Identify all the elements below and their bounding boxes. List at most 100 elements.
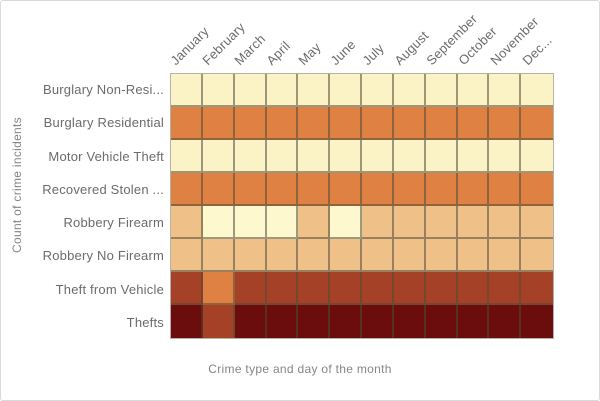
heatmap-cell[interactable]	[234, 173, 267, 206]
x-axis-tick-labels: January February March April May June July Augu…	[1, 1, 599, 73]
heatmap-cell[interactable]	[362, 305, 394, 338]
heatmap-cell[interactable]	[298, 305, 331, 338]
heatmap-cell[interactable]	[298, 272, 331, 305]
heatmap-cell[interactable]	[362, 206, 394, 239]
heatmap-cell[interactable]	[521, 239, 553, 272]
heatmap-cell[interactable]	[425, 206, 458, 239]
heatmap-cell[interactable]	[171, 74, 203, 107]
heatmap-cell[interactable]	[298, 74, 331, 107]
heatmap-cell[interactable]	[425, 140, 458, 173]
heatmap-cell[interactable]	[266, 305, 299, 338]
heatmap-cell[interactable]	[425, 74, 458, 107]
heatmap-cell[interactable]	[425, 305, 458, 338]
heatmap-cell[interactable]	[457, 305, 490, 338]
heatmap-cell[interactable]	[234, 305, 267, 338]
heatmap-cell[interactable]	[202, 206, 235, 239]
heatmap-cell[interactable]	[234, 239, 267, 272]
heatmap-cell[interactable]	[234, 74, 267, 107]
heatmap-cell[interactable]	[362, 173, 394, 206]
heatmap-cell[interactable]	[171, 272, 203, 305]
heatmap-cell[interactable]	[457, 140, 490, 173]
heatmap-cell[interactable]	[234, 140, 267, 173]
heatmap-cell[interactable]	[298, 140, 331, 173]
heatmap-cell[interactable]	[202, 173, 235, 206]
heatmap-cell[interactable]	[202, 239, 235, 272]
heatmap-cell[interactable]	[393, 272, 426, 305]
heatmap-cell[interactable]	[457, 272, 490, 305]
heatmap-cell[interactable]	[171, 305, 203, 338]
heatmap-cell[interactable]	[362, 272, 394, 305]
heatmap-cell[interactable]	[489, 272, 522, 305]
heatmap-cell[interactable]	[202, 107, 235, 140]
heatmap-cell[interactable]	[393, 206, 426, 239]
heatmap-cell[interactable]	[266, 239, 299, 272]
heatmap-cell[interactable]	[521, 173, 553, 206]
heatmap-cell[interactable]	[171, 239, 203, 272]
heatmap-cell[interactable]	[171, 107, 203, 140]
heatmap-cell[interactable]	[489, 140, 522, 173]
heatmap-cell[interactable]	[425, 107, 458, 140]
heatmap-cell[interactable]	[330, 173, 362, 206]
heatmap-cell[interactable]	[298, 107, 331, 140]
heatmap-cell[interactable]	[521, 272, 553, 305]
heatmap-cell[interactable]	[457, 107, 490, 140]
heatmap-cell[interactable]	[171, 140, 203, 173]
heatmap-cell[interactable]	[298, 173, 331, 206]
heatmap-cell[interactable]	[521, 140, 553, 173]
heatmap-cell[interactable]	[171, 173, 203, 206]
heatmap-cell[interactable]	[425, 272, 458, 305]
heatmap-cell[interactable]	[362, 239, 394, 272]
heatmap-cell[interactable]	[202, 272, 235, 305]
heatmap-cell[interactable]	[457, 206, 490, 239]
heatmap-cell[interactable]	[521, 107, 553, 140]
heatmap-cell[interactable]	[298, 206, 331, 239]
heatmap-cell[interactable]	[202, 305, 235, 338]
heatmap-cell[interactable]	[489, 74, 522, 107]
heatmap-cell[interactable]	[521, 206, 553, 239]
heatmap-cell[interactable]	[330, 305, 362, 338]
heatmap-cell[interactable]	[330, 74, 362, 107]
heatmap-cell[interactable]	[457, 173, 490, 206]
heatmap-cell[interactable]	[202, 140, 235, 173]
heatmap-cell[interactable]	[393, 140, 426, 173]
heatmap-cell[interactable]	[171, 206, 203, 239]
x-axis-label: April	[263, 38, 294, 68]
heatmap-cell[interactable]	[393, 305, 426, 338]
heatmap-cell[interactable]	[362, 74, 394, 107]
heatmap-cell[interactable]	[266, 206, 299, 239]
heatmap-cell[interactable]	[489, 107, 522, 140]
heatmap-cell[interactable]	[234, 107, 267, 140]
heatmap-cell[interactable]	[393, 239, 426, 272]
heatmap-cell[interactable]	[234, 272, 267, 305]
heatmap-cell[interactable]	[330, 272, 362, 305]
heatmap-cell[interactable]	[457, 74, 490, 107]
heatmap-cell[interactable]	[330, 140, 362, 173]
heatmap-cell[interactable]	[202, 74, 235, 107]
heatmap-cell[interactable]	[393, 74, 426, 107]
heatmap-cell[interactable]	[266, 140, 299, 173]
heatmap-cell[interactable]	[521, 305, 553, 338]
heatmap-cell[interactable]	[298, 239, 331, 272]
heatmap-cell[interactable]	[489, 239, 522, 272]
heatmap-cell[interactable]	[266, 173, 299, 206]
heatmap-cell[interactable]	[362, 107, 394, 140]
heatmap-cell[interactable]	[521, 74, 553, 107]
heatmap-cell[interactable]	[234, 206, 267, 239]
heatmap-cell[interactable]	[489, 173, 522, 206]
y-axis-label: Burglary Non-Resi...	[42, 82, 164, 98]
x-axis-label: June	[327, 36, 359, 68]
heatmap-cell[interactable]	[457, 239, 490, 272]
heatmap-cell[interactable]	[330, 107, 362, 140]
heatmap-cell[interactable]	[425, 239, 458, 272]
heatmap-cell[interactable]	[330, 239, 362, 272]
heatmap-cell[interactable]	[330, 206, 362, 239]
heatmap-cell[interactable]	[266, 272, 299, 305]
heatmap-cell[interactable]	[425, 173, 458, 206]
heatmap-cell[interactable]	[393, 173, 426, 206]
heatmap-cell[interactable]	[362, 140, 394, 173]
heatmap-cell[interactable]	[266, 74, 299, 107]
heatmap-cell[interactable]	[393, 107, 426, 140]
heatmap-cell[interactable]	[266, 107, 299, 140]
heatmap-cell[interactable]	[489, 305, 522, 338]
heatmap-cell[interactable]	[489, 206, 522, 239]
